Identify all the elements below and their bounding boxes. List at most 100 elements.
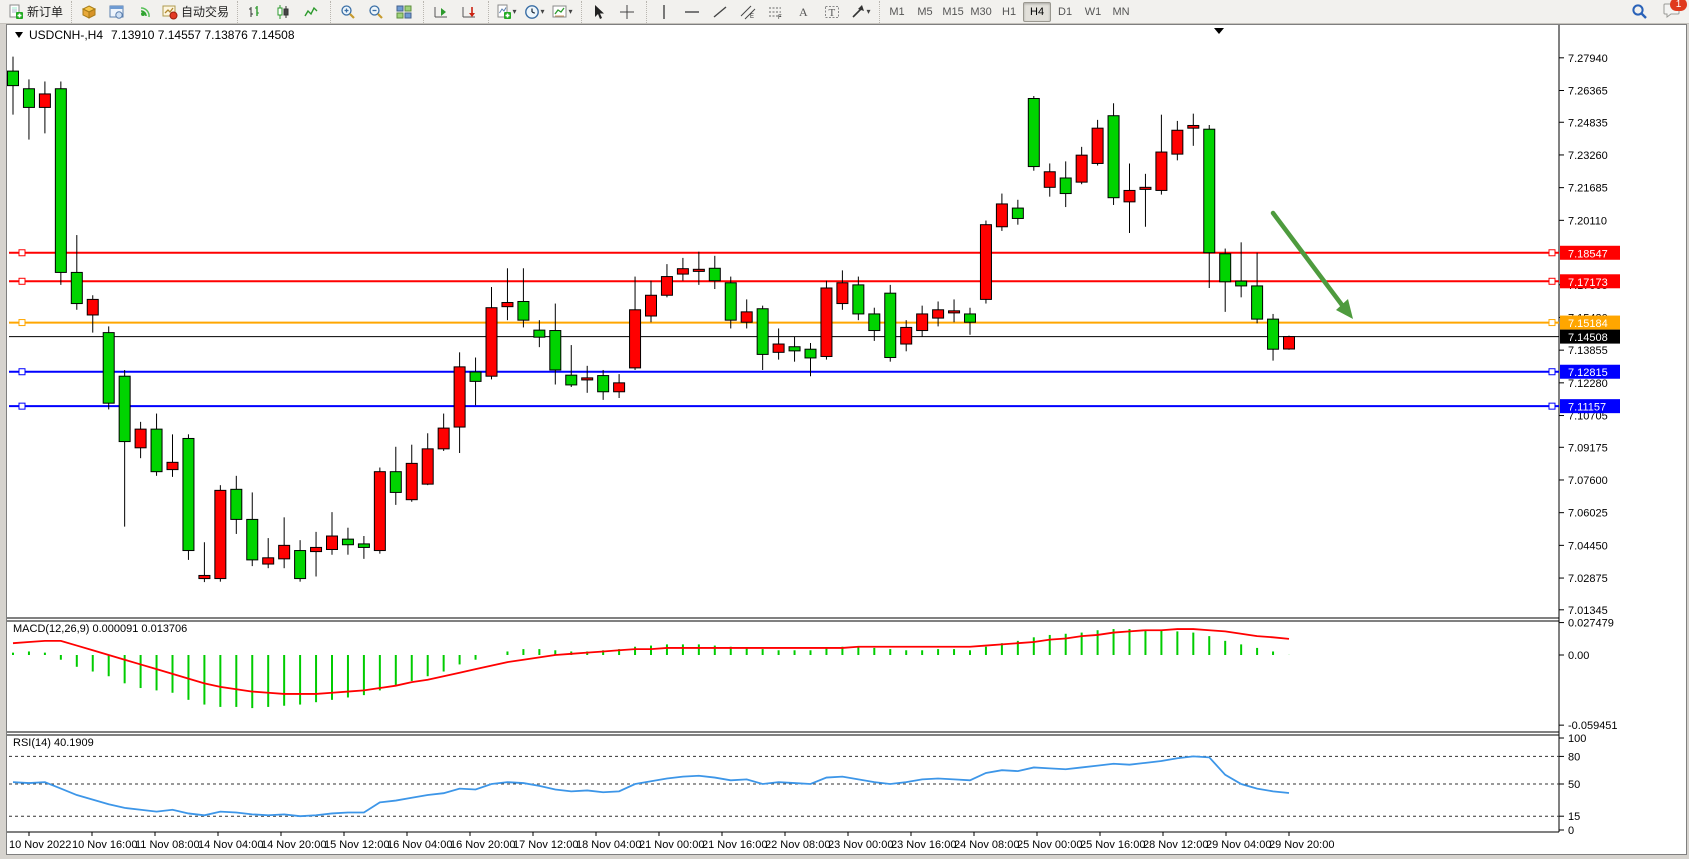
crosshair-button[interactable] <box>613 1 641 23</box>
svg-text:-0.059451: -0.059451 <box>1568 720 1618 732</box>
clock-icon <box>524 4 540 20</box>
candlestick-icon <box>275 4 291 20</box>
timeframe-h1-button[interactable]: H1 <box>1002 5 1017 18</box>
timeframe-mn-button[interactable]: MN <box>1112 5 1130 18</box>
toolbar-group-services: 自动交易 <box>71 0 235 23</box>
svg-text:7.15184: 7.15184 <box>1568 318 1608 330</box>
auto-trading-button[interactable]: 自动交易 <box>159 1 232 23</box>
periods-button[interactable]: ▾ <box>520 1 548 23</box>
svg-text:7.07600: 7.07600 <box>1568 475 1608 487</box>
svg-text:25 Nov 16:00: 25 Nov 16:00 <box>1080 839 1145 851</box>
toolbar-group-timeframes: M1 M5 M15 M30 H1 H4 D1 W1 MN <box>879 0 1138 23</box>
svg-text:23 Nov 16:00: 23 Nov 16:00 <box>891 839 956 851</box>
chart-shift-icon <box>433 4 449 20</box>
svg-text:7.20110: 7.20110 <box>1568 215 1607 227</box>
text-button[interactable]: A <box>790 1 818 23</box>
auto-scroll-icon <box>461 4 477 20</box>
svg-text:7.11157: 7.11157 <box>1568 402 1606 414</box>
toolbar-group-new: ▾ ▾ ▾ <box>488 0 579 23</box>
svg-text:50: 50 <box>1568 779 1580 791</box>
svg-text:F: F <box>778 15 782 20</box>
svg-text:7.02875: 7.02875 <box>1568 573 1608 585</box>
svg-text:7.24835: 7.24835 <box>1568 117 1608 129</box>
ohlc-bars-button[interactable] <box>241 1 269 23</box>
timeframe-m15-button[interactable]: M15 <box>942 5 964 18</box>
svg-text:0.00: 0.00 <box>1568 650 1589 662</box>
toolbar-group-objects: E F A T ▾ <box>646 0 877 23</box>
svg-text:16 Nov 04:00: 16 Nov 04:00 <box>387 839 452 851</box>
price-chart-canvas[interactable]: 7.27940 7.26365 7.24835 7.23260 7.21685 7.201… <box>7 25 1688 854</box>
trendline-button[interactable] <box>706 1 734 23</box>
line-chart-button[interactable] <box>297 1 325 23</box>
auto-trading-icon <box>162 4 178 20</box>
svg-text:15: 15 <box>1568 811 1580 823</box>
market-watch-button[interactable] <box>75 1 103 23</box>
svg-text:21 Nov 00:00: 21 Nov 00:00 <box>639 839 704 851</box>
svg-text:7.12815: 7.12815 <box>1568 367 1608 379</box>
new-order-label: 新订单 <box>27 5 64 19</box>
svg-text:22 Nov 08:00: 22 Nov 08:00 <box>765 839 830 851</box>
chart-shift-button[interactable] <box>427 1 455 23</box>
auto-scroll-button[interactable] <box>455 1 483 23</box>
toolbar: 新订单 自动交易 ▾ ▾ <box>0 0 1689 24</box>
new-order-button[interactable]: 新订单 <box>5 1 66 23</box>
svg-text:T: T <box>829 7 836 19</box>
tile-windows-button[interactable] <box>390 1 418 23</box>
svg-text:7.13855: 7.13855 <box>1568 345 1608 357</box>
candlestick-button[interactable] <box>269 1 297 23</box>
chevron-down-icon: ▾ <box>512 7 517 16</box>
timeframe-m30-button[interactable]: M30 <box>970 5 992 18</box>
chart-symbol-period: USDCNH-,H4 <box>29 28 104 42</box>
vertical-line-icon <box>656 4 672 20</box>
svg-text:10 Nov 2022: 10 Nov 2022 <box>9 839 71 851</box>
svg-text:E: E <box>750 14 754 20</box>
new-order-icon <box>8 4 24 20</box>
timeframe-m5-button[interactable]: M5 <box>917 5 933 18</box>
cursor-icon <box>591 4 607 20</box>
svg-text:28 Nov 12:00: 28 Nov 12:00 <box>1143 839 1208 851</box>
svg-text:14 Nov 20:00: 14 Nov 20:00 <box>261 839 326 851</box>
chevron-down-icon: ▾ <box>568 7 573 16</box>
new-chart-button[interactable]: ▾ <box>492 1 520 23</box>
timeframe-h4-button[interactable]: H4 <box>1023 1 1052 22</box>
scroll-to-end-icon <box>1214 28 1224 34</box>
timeframe-d1-button[interactable]: D1 <box>1058 5 1073 18</box>
chart-title: USDCNH-,H4 7.13910 7.14557 7.13876 7.145… <box>15 28 295 42</box>
zoom-out-icon <box>368 4 384 20</box>
chart-dropdown-icon[interactable] <box>15 32 23 38</box>
chat-button[interactable]: 1 <box>1663 0 1687 21</box>
tile-windows-icon <box>396 4 412 20</box>
text-icon: A <box>796 4 812 20</box>
timeframe-w1-button[interactable]: W1 <box>1084 5 1102 18</box>
svg-text:100: 100 <box>1568 733 1586 745</box>
svg-text:7.12280: 7.12280 <box>1568 378 1608 390</box>
channel-button[interactable]: E <box>734 1 762 23</box>
arrows-button[interactable]: ▾ <box>846 1 874 23</box>
vertical-line-button[interactable] <box>650 1 678 23</box>
svg-text:15 Nov 12:00: 15 Nov 12:00 <box>324 839 389 851</box>
zoom-in-button[interactable] <box>334 1 362 23</box>
svg-text:80: 80 <box>1568 751 1580 763</box>
zoom-out-button[interactable] <box>362 1 390 23</box>
cursor-button[interactable] <box>585 1 613 23</box>
svg-text:11 Nov 08:00: 11 Nov 08:00 <box>135 839 200 851</box>
signal-icon <box>137 4 153 20</box>
svg-text:24 Nov 08:00: 24 Nov 08:00 <box>954 839 1019 851</box>
horizontal-line-button[interactable] <box>678 1 706 23</box>
signal-button[interactable] <box>131 1 159 23</box>
terminal-window-button[interactable] <box>103 1 131 23</box>
svg-text:7.18547: 7.18547 <box>1568 248 1608 260</box>
timeframe-m1-button[interactable]: M1 <box>889 5 905 18</box>
chart-area[interactable]: 7.27940 7.26365 7.24835 7.23260 7.21685 7.201… <box>6 24 1687 855</box>
text-label-button[interactable]: T <box>818 1 846 23</box>
svg-text:7.14508: 7.14508 <box>1568 332 1608 344</box>
toolbar-group-zoom <box>330 0 421 23</box>
equidistant-channel-icon: E <box>740 4 756 20</box>
search-icon <box>1631 3 1648 20</box>
text-label-icon: T <box>824 4 840 20</box>
horizontal-line-icon <box>684 4 700 20</box>
templates-button[interactable]: ▾ <box>548 1 576 23</box>
svg-text:7.26365: 7.26365 <box>1568 86 1608 98</box>
search-button[interactable] <box>1625 1 1653 23</box>
fibonacci-button[interactable]: F <box>762 1 790 23</box>
